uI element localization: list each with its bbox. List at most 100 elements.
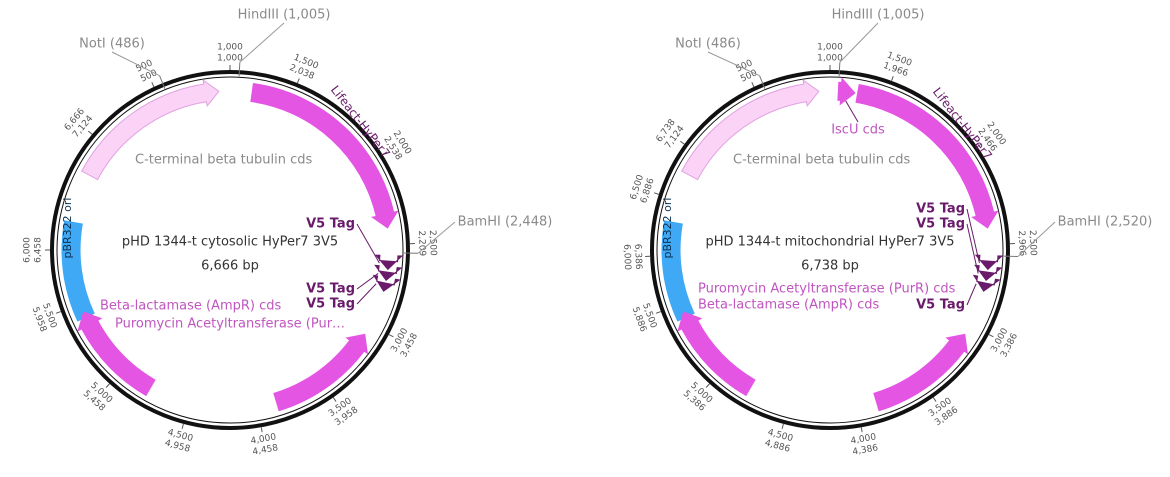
feature-label: C-terminal beta tubulin cds	[135, 153, 312, 168]
site-label: HindIII (1,005)	[832, 8, 925, 23]
feature-label: V5 Tag	[306, 282, 355, 297]
feature-arc	[77, 311, 156, 397]
tick	[181, 423, 184, 429]
feature-arc	[273, 333, 369, 412]
site-leader	[111, 51, 160, 77]
backbone	[650, 70, 1010, 430]
plasmid-map: 1,0001,0005005001,5001,9662,0002,4662,50…	[621, 8, 1152, 458]
feature-label: V5 Tag	[916, 217, 965, 232]
site-line	[238, 62, 241, 77]
feature-label: Puromycin Acetyltransferase (Pur…	[115, 317, 345, 332]
feature-label: pBR322 ori	[661, 198, 674, 259]
tick-label: 2,209	[416, 230, 427, 256]
leader-line	[845, 100, 859, 123]
feature-arc	[837, 77, 856, 106]
tick	[296, 78, 300, 84]
site-label: BamHI (2,520)	[1058, 215, 1153, 230]
tick	[655, 311, 662, 314]
feature-label: V5 Tag	[916, 298, 965, 313]
plasmid-size: 6,666 bp	[201, 259, 259, 274]
feature-arc	[374, 254, 404, 271]
leader-line	[966, 223, 979, 274]
tick-label: 6,000	[621, 244, 632, 270]
site-label: NotI (486)	[675, 37, 741, 52]
site-line	[159, 75, 166, 89]
tick-label: 4,000	[850, 432, 877, 446]
site-line	[838, 62, 841, 77]
tick	[680, 140, 685, 145]
leader-line	[966, 208, 980, 264]
tick-label: 4,458	[252, 443, 279, 457]
tick-label: 1,000	[217, 54, 243, 64]
tick-label: 2,966	[1016, 230, 1027, 256]
site-label: NotI (486)	[79, 37, 145, 52]
tick-label: 6,386	[632, 244, 643, 270]
tick-label: 1,000	[217, 43, 243, 53]
tick-label: 4,000	[250, 432, 277, 446]
leader-line	[356, 283, 377, 305]
leader-line	[966, 283, 977, 306]
site-label: HindIII (1,005)	[238, 8, 331, 23]
feature-label: Beta-lactamase (AmpR) cds	[698, 298, 880, 313]
feature-arc	[681, 79, 820, 181]
tick	[891, 75, 894, 82]
feature-arc	[855, 84, 999, 229]
feature-label: IscU cds	[831, 123, 885, 138]
feature-label: Beta-lactamase (AmpR) cds	[100, 299, 282, 314]
tick	[653, 192, 659, 195]
feature-label: V5 Tag	[306, 297, 355, 312]
feature-arc	[974, 264, 1003, 282]
tick-label: 6,458	[34, 237, 44, 263]
feature-arc	[250, 83, 399, 229]
backbone	[50, 70, 410, 430]
tick	[55, 311, 62, 314]
feature-arc	[974, 254, 1004, 271]
feature-label: Puromycin Acetyltransferase (PurR) cds	[698, 282, 956, 297]
backbone-inner	[656, 76, 1004, 424]
tick	[705, 383, 710, 388]
feature-arc	[661, 220, 695, 322]
feature-arc	[873, 333, 969, 412]
leader-line	[356, 223, 380, 264]
plasmid-map: 1,0001,0005005001,5002,0382,0002,5382,50…	[23, 8, 553, 458]
tick	[860, 427, 863, 433]
tick	[932, 397, 937, 402]
tick	[332, 397, 337, 402]
tick	[988, 334, 994, 338]
tick	[105, 383, 110, 388]
site-leader	[1017, 221, 1056, 257]
plasmid-size: 6,738 bp	[801, 259, 859, 274]
feature-label: V5 Tag	[306, 217, 355, 232]
tick	[977, 143, 982, 148]
feature-arc	[61, 220, 95, 322]
plasmid-name: pHD 1344-t mitochondrial HyPer7 3V5	[705, 235, 954, 250]
backbone-inner	[56, 76, 404, 424]
feature-arc	[677, 311, 756, 397]
feature-label: V5 Tag	[916, 202, 965, 217]
tick	[151, 82, 155, 88]
tick-label: 4,386	[852, 443, 879, 457]
tick	[781, 423, 784, 429]
tick	[260, 427, 263, 433]
feature-label: pBR322 ori	[61, 198, 74, 259]
site-leader	[417, 221, 456, 254]
tick	[388, 334, 394, 338]
plasmid-name: pHD 1344-t cytosolic HyPer7 3V5	[122, 235, 338, 250]
feature-arc	[81, 79, 220, 181]
tick-label: 2,500	[427, 230, 438, 256]
feature-label: C-terminal beta tubulin cds	[733, 153, 910, 168]
site-label: BamHI (2,448)	[458, 215, 553, 230]
site-leader	[839, 22, 879, 63]
feature-arc	[972, 274, 1001, 292]
tick-label: 1,000	[817, 54, 843, 64]
tick-label: 6,000	[23, 237, 33, 263]
tick	[382, 151, 388, 156]
tick-label: 1,000	[817, 43, 843, 53]
site-leader	[707, 51, 760, 77]
tick	[751, 82, 755, 88]
tick	[87, 130, 93, 135]
site-leader	[239, 22, 285, 63]
feature-arc	[372, 274, 401, 292]
site-line	[759, 75, 766, 89]
